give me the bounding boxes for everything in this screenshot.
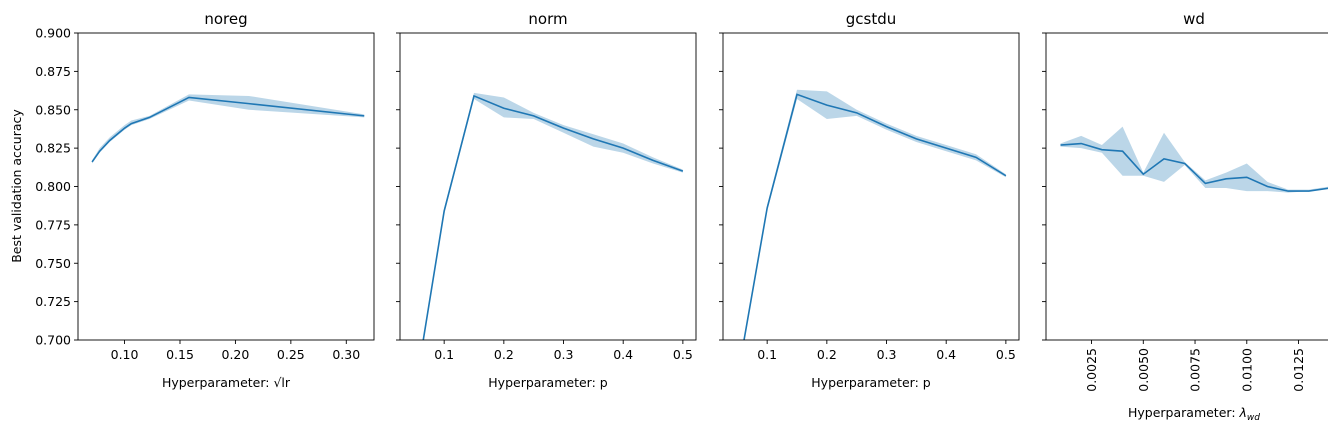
x-tick-label: 0.0050 [1136,348,1151,392]
x-tick-label: 0.4 [613,347,633,362]
x-tick-label: 0.0075 [1188,348,1203,392]
x-tick-label: 0.4 [936,347,956,362]
x-tick-label: 0.15 [166,347,194,362]
y-tick-label: 0.775 [35,217,71,232]
panel-wd: 0.0025 0.0050 0.0075 0.0100 0.0125 wd Hyperpar… [1042,10,1328,423]
plot-frame [399,32,697,341]
x-tick-label: 0.20 [222,347,250,362]
x-tick-label: 0.5 [996,347,1016,362]
x-tick-label: 0.0125 [1291,348,1306,392]
x-tick-label: 0.1 [757,347,777,362]
x-axis-label: Hyperparameter: √lr [162,375,291,390]
y-tick-label: 0.725 [35,294,71,309]
confidence-band [422,92,683,340]
y-tick-label: 0.900 [35,26,71,41]
mean-line [91,96,365,163]
mean-line [422,94,684,340]
confidence-band [92,94,365,164]
panel-title: norm [528,10,567,28]
plot-frame [722,32,1020,341]
plot-frame [1045,32,1328,341]
x-tick-label: 0.2 [494,347,514,362]
confidence-band [743,89,1006,340]
panel-norm: 0.1 0.2 0.3 0.4 0.5 norm Hyperparameter: p [396,10,697,390]
panel-title: wd [1183,10,1205,28]
y-tick-label: 0.800 [35,179,71,194]
x-tick-label: 0.10 [111,347,139,362]
panel-title: noreg [204,10,247,28]
panel-title: gcstdu [846,10,897,28]
y-tick-label: 0.825 [35,141,71,156]
x-axis-label: Hyperparameter: λwd [1128,405,1260,423]
y-tick-label: 0.700 [35,333,71,348]
confidence-band [1060,126,1328,193]
x-tick-label: 0.0025 [1084,348,1099,392]
panel-noreg: 0.700 0.725 0.750 0.775 0.800 0.825 0.850 0.875… [35,10,375,390]
x-tick-label: 0.3 [554,347,574,362]
x-tick-label: 0.0100 [1239,348,1254,392]
mean-line [743,93,1007,340]
y-axis-label: Best validation accuracy [9,109,24,263]
x-tick-label: 0.5 [673,347,693,362]
x-tick-label: 0.1 [434,347,454,362]
plot-frame [77,32,375,341]
y-tick-label: 0.750 [35,256,71,271]
x-tick-label: 0.30 [332,347,360,362]
x-tick-label: 0.3 [877,347,897,362]
y-tick-label: 0.850 [35,102,71,117]
x-tick-label: 0.25 [277,347,305,362]
panel-gcstdu: 0.1 0.2 0.3 0.4 0.5 gcstdu Hyperparameter: p [719,10,1020,390]
y-tick-label: 0.875 [35,64,71,79]
x-axis-label: Hyperparameter: p [488,375,608,390]
x-tick-label: 0.2 [817,347,837,362]
x-axis-label: Hyperparameter: p [811,375,931,390]
mean-line [1060,142,1328,192]
